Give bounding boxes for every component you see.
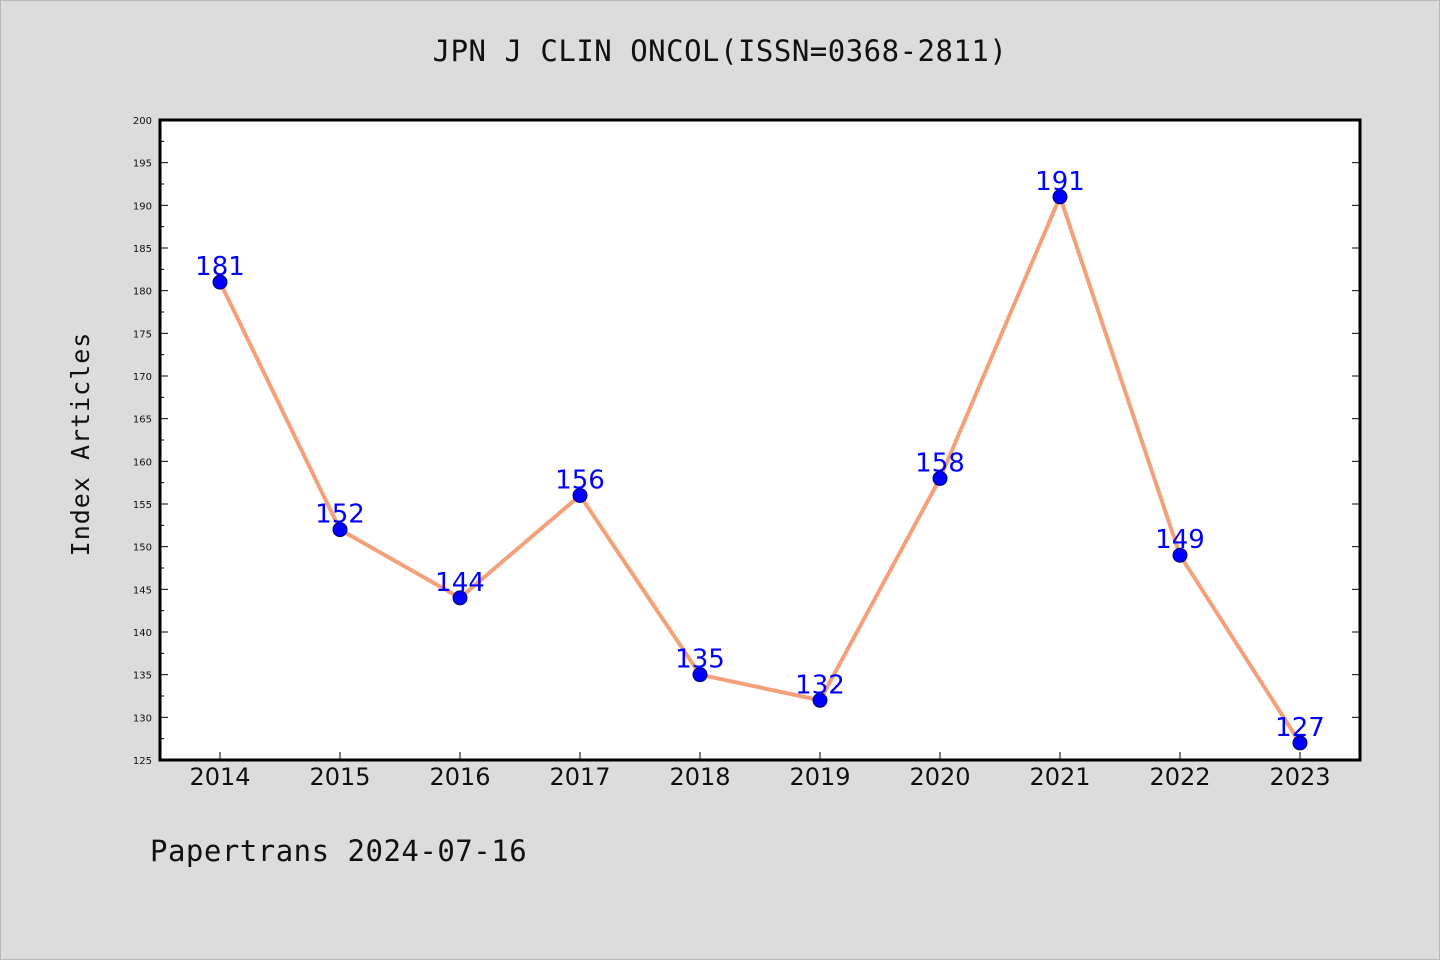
data-point	[932, 470, 948, 486]
y-tick-label: 125	[133, 756, 152, 767]
data-point	[1172, 547, 1188, 563]
x-tick-label: 2021	[1029, 763, 1090, 791]
y-tick-label: 190	[133, 201, 152, 212]
footer-note: Papertrans 2024-07-16	[150, 834, 528, 868]
data-point	[212, 274, 228, 290]
data-point	[572, 487, 588, 503]
y-tick-label: 170	[133, 372, 152, 383]
plot-area	[158, 118, 1362, 762]
y-tick-label: 145	[133, 585, 152, 596]
data-label: 135	[675, 645, 725, 675]
data-label: 144	[435, 568, 485, 598]
y-tick-label: 140	[133, 628, 152, 639]
series-line	[218, 194, 1302, 745]
y-tick-label: 180	[133, 287, 152, 298]
data-label: 132	[795, 670, 845, 700]
x-tick-label: 2015	[309, 763, 370, 791]
y-tick-label: 160	[133, 457, 152, 468]
data-label: 156	[555, 465, 605, 495]
y-axis-label: Index Articles	[66, 332, 95, 557]
data-point	[692, 667, 708, 683]
x-tick-label: 2014	[189, 763, 250, 791]
y-tick-label: 150	[133, 543, 152, 554]
y-tick-label: 135	[133, 671, 152, 682]
x-tick-label: 2022	[1149, 763, 1210, 791]
data-point	[1052, 189, 1068, 205]
y-tick-label: 165	[133, 415, 152, 426]
data-point	[1292, 735, 1308, 751]
data-labels-group: 181 152 144 156 135 132 158 191 149 127	[195, 167, 1325, 743]
series-line-group	[218, 194, 1302, 745]
x-tick-label: 2023	[1269, 763, 1330, 791]
y-tick-label: 185	[133, 244, 152, 255]
data-point	[812, 692, 828, 708]
data-point	[332, 522, 348, 538]
y-axis: 125 130 135 140 145 150 155 160 165 170 175 180 185 1…	[133, 116, 1360, 767]
data-label: 191	[1035, 167, 1085, 197]
x-tick-label: 2017	[549, 763, 610, 791]
data-point	[452, 590, 468, 606]
chart-title: JPN J CLIN ONCOL(ISSN=0368-2811)	[432, 34, 1008, 68]
y-tick-label: 130	[133, 713, 152, 724]
y-tick-label: 175	[133, 329, 152, 340]
data-label: 127	[1275, 713, 1325, 743]
data-label: 158	[915, 448, 965, 478]
y-tick-label: 200	[133, 116, 152, 127]
y-tick-label: 155	[133, 500, 152, 511]
data-label: 149	[1155, 525, 1205, 555]
x-tick-label: 2018	[669, 763, 730, 791]
x-tick-label: 2020	[909, 763, 970, 791]
data-label: 152	[315, 500, 365, 530]
y-tick-label: 195	[133, 159, 152, 170]
data-label: 181	[195, 252, 245, 282]
x-tick-label: 2016	[429, 763, 490, 791]
markers-group	[212, 189, 1308, 751]
x-tick-label: 2019	[789, 763, 850, 791]
x-axis: 2014 2015 2016 2017 2018 2019 2020 2021 2022 2023	[189, 752, 1331, 791]
